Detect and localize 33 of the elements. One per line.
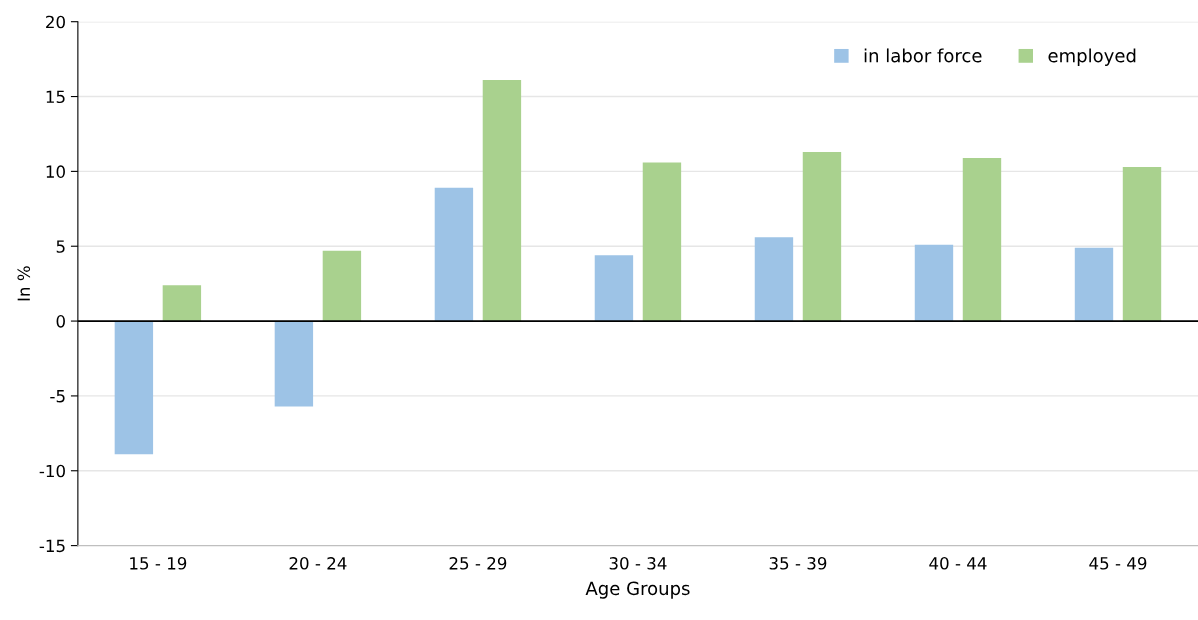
bar (162, 285, 202, 322)
bar (322, 250, 362, 322)
bar (114, 321, 154, 455)
bar (914, 244, 954, 322)
bar (1122, 166, 1162, 322)
y-tick-label: 0 (56, 315, 65, 328)
y-tick-label: 5 (56, 240, 65, 253)
y-tick-label: -10 (39, 464, 65, 478)
y-tick-label: -15 (39, 539, 65, 553)
y-tick-label: -5 (50, 390, 65, 403)
legend-label: in labor force (864, 48, 982, 63)
bar (1074, 247, 1114, 322)
bar (434, 187, 474, 322)
x-tick-label: 35 - 39 (769, 557, 827, 570)
bar (802, 151, 842, 322)
x-tick-label: 40 - 44 (929, 557, 987, 570)
bar (754, 237, 794, 322)
y-axis-title: In % (17, 266, 31, 301)
legend-label: employed (1048, 48, 1136, 66)
bar (274, 321, 314, 407)
x-tick-label: 15 - 19 (130, 557, 187, 570)
x-tick-label: 20 - 24 (289, 557, 347, 570)
y-tick-label: 10 (46, 165, 65, 178)
y-tick-label: 15 (46, 90, 65, 104)
x-tick-label: 30 - 34 (609, 557, 667, 570)
bar (642, 162, 682, 322)
x-tick-label: 45 - 49 (1089, 557, 1147, 570)
bar (962, 157, 1002, 322)
bar (482, 80, 522, 322)
x-tick-label: 25 - 29 (449, 557, 507, 570)
x-axis-title: Age Groups (585, 581, 690, 599)
y-tick-label: 20 (46, 15, 65, 29)
bar (594, 255, 634, 322)
